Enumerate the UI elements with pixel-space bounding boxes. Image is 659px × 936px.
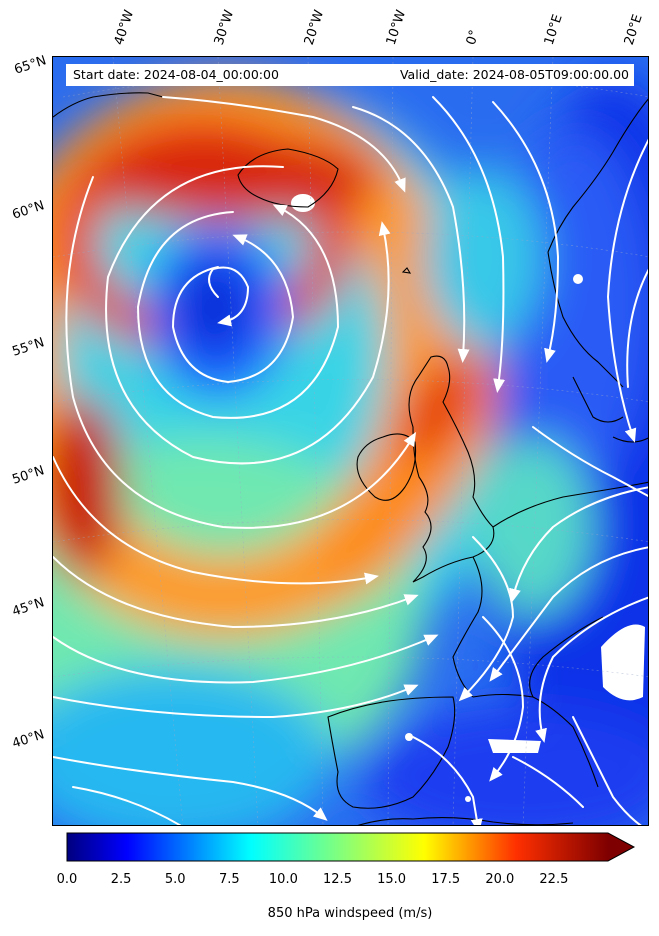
lon-label-0: 0°: [463, 28, 483, 47]
streamlines: [53, 96, 648, 825]
colorbar-tick-label: 0.0: [56, 872, 78, 887]
lat-label-50n: 50°N: [10, 463, 47, 488]
start-date-label: Start date: 2024-08-04_00:00:00: [73, 67, 279, 82]
map-panel: [52, 56, 649, 826]
valid-date-label: Valid_date: 2024-08-05T09:00:00.00: [399, 67, 629, 82]
lat-label-40n: 40°N: [10, 727, 47, 752]
colorbar-extend-arrow: [608, 833, 634, 861]
colorbar-tick-label: 22.5: [539, 872, 569, 887]
windspeed-map: [53, 57, 648, 825]
colorbar-tick-label: 12.5: [323, 872, 352, 887]
lon-label-10w: 10°W: [383, 8, 410, 47]
colorbar-tick-label: 20.0: [485, 872, 515, 887]
info-bar: Start date: 2024-08-04_00:00:00 Valid_da…: [66, 64, 634, 86]
lon-label-30w: 30°W: [211, 8, 238, 47]
colorbar-gradient: [67, 833, 608, 861]
colorbar: [66, 832, 636, 862]
colorbar-tick-label: 7.5: [218, 872, 240, 887]
windspeed-field: [53, 77, 648, 825]
colorbar-tick-label: 10.0: [268, 872, 298, 887]
colorbar-label: 850 hPa windspeed (m/s): [267, 906, 433, 921]
lon-label-20e: 20°E: [621, 12, 646, 48]
lat-label-55n: 55°N: [10, 335, 47, 360]
lon-label-20w: 20°W: [301, 8, 328, 47]
terrain-mask: [291, 194, 645, 802]
lon-label-40w: 40°W: [111, 8, 138, 47]
colorbar-tick-label: 2.5: [110, 872, 132, 887]
colorbar-tick-label: 17.5: [431, 872, 461, 887]
colorbar-outline: [66, 832, 636, 862]
colorbar-tick-label: 15.0: [377, 872, 407, 887]
lat-label-65n: 65°N: [12, 53, 49, 78]
lat-label-45n: 45°N: [10, 595, 47, 620]
lon-label-10e: 10°E: [541, 12, 566, 48]
colorbar-tick-label: 5.0: [164, 872, 186, 887]
coastlines: [53, 92, 648, 825]
lat-label-60n: 60°N: [10, 198, 47, 223]
